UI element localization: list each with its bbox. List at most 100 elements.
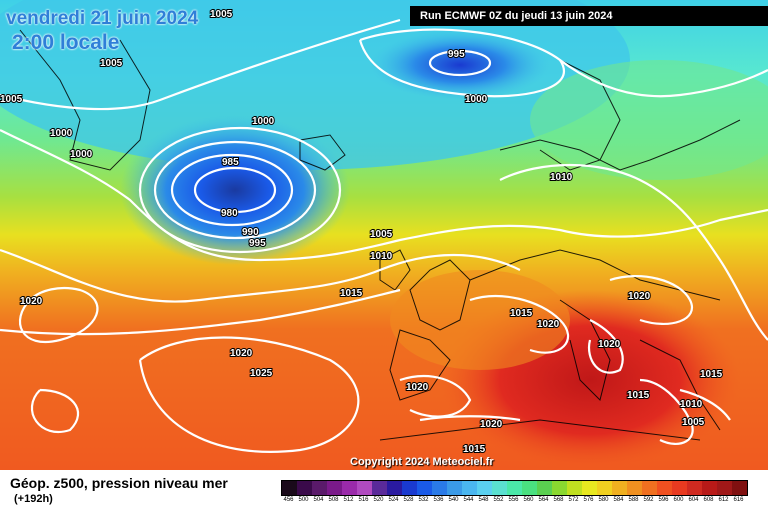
scale-label: 564	[538, 497, 549, 503]
isobar-label: 1005	[0, 94, 23, 105]
isobar-label: 1005	[210, 9, 233, 20]
scale-label: 536	[433, 497, 444, 503]
isobar-label: 1015	[700, 369, 723, 380]
isobar-label: 1020	[537, 319, 560, 330]
scale-label: 604	[688, 497, 699, 503]
scale-swatch	[327, 481, 342, 495]
scale-label: 508	[328, 497, 339, 503]
isobar-label: 995	[249, 238, 266, 249]
scale-swatch	[357, 481, 372, 495]
product-title: Géop. z500, pression niveau mer	[10, 475, 228, 491]
scale-label: 532	[418, 497, 429, 503]
isobar-label: 1015	[340, 288, 363, 299]
scale-label: 516	[358, 497, 369, 503]
isobar-label: 1015	[463, 444, 486, 455]
scale-label: 544	[463, 497, 474, 503]
scale-swatch	[702, 481, 717, 495]
scale-label: 540	[448, 497, 459, 503]
scale-swatch	[732, 481, 747, 495]
isobar-label: 1020	[480, 419, 503, 430]
isobar-label: 1000	[252, 116, 275, 127]
scale-label: 616	[733, 497, 744, 503]
scale-swatch	[417, 481, 432, 495]
scale-swatch	[642, 481, 657, 495]
scale-swatch	[342, 481, 357, 495]
scale-swatch	[462, 481, 477, 495]
isobar-label: 995	[448, 49, 465, 60]
scale-label: 500	[298, 497, 309, 503]
forecast-local-time: 2:00 locale	[12, 31, 120, 54]
scale-label: 560	[523, 497, 534, 503]
scale-swatch	[402, 481, 417, 495]
scale-swatch	[582, 481, 597, 495]
scale-label: 600	[673, 497, 684, 503]
copyright: Copyright 2024 Meteociel.fr	[350, 456, 494, 468]
isobar-label: 1005	[370, 229, 393, 240]
scale-label: 552	[493, 497, 504, 503]
scale-label: 572	[568, 497, 579, 503]
scale-swatch	[552, 481, 567, 495]
scale-swatch	[612, 481, 627, 495]
scale-swatch	[372, 481, 387, 495]
isobar-label: 1010	[370, 251, 393, 262]
scale-swatch	[297, 481, 312, 495]
scale-label: 548	[478, 497, 489, 503]
scale-swatch	[432, 481, 447, 495]
scale-label: 456	[283, 497, 294, 503]
isobar-label: 1010	[680, 399, 703, 410]
scale-label: 588	[628, 497, 639, 503]
scale-label: 520	[373, 497, 384, 503]
scale-swatch	[717, 481, 732, 495]
color-scale-labels: 456 500 504 508 512 516 520 524 528 532 536 540 544 5…	[281, 497, 746, 503]
color-scale	[281, 480, 748, 496]
scale-swatch	[627, 481, 642, 495]
scale-label: 596	[658, 497, 669, 503]
scale-label: 608	[703, 497, 714, 503]
isobar-label: 1020	[230, 348, 253, 359]
scale-label: 504	[313, 497, 324, 503]
isobar-label: 1005	[100, 58, 123, 69]
scale-swatch	[282, 481, 297, 495]
isobar-label: 1020	[628, 291, 651, 302]
isobar-label: 1020	[406, 382, 429, 393]
scale-label: 556	[508, 497, 519, 503]
scale-label: 580	[598, 497, 609, 503]
isobar-label: 1005	[682, 417, 705, 428]
scale-label: 612	[718, 497, 729, 503]
scale-swatch	[312, 481, 327, 495]
isobar-label: 1015	[510, 308, 533, 319]
scale-swatch	[507, 481, 522, 495]
isobar-label: 1020	[598, 339, 621, 350]
scale-label: 576	[583, 497, 594, 503]
isobar-label: 980	[221, 208, 238, 219]
scale-swatch	[447, 481, 462, 495]
scale-swatch	[387, 481, 402, 495]
geopotential-map: 1005 1005 1005 1000 1000 1000 995 985 98…	[0, 0, 768, 470]
scale-label: 568	[553, 497, 564, 503]
scale-swatch	[597, 481, 612, 495]
scale-swatch	[687, 481, 702, 495]
scale-label: 592	[643, 497, 654, 503]
isobar-label: 990	[242, 227, 259, 238]
scale-swatch	[492, 481, 507, 495]
scale-swatch	[567, 481, 582, 495]
isobar-label: 985	[222, 157, 239, 168]
scale-swatch	[657, 481, 672, 495]
scale-label: 584	[613, 497, 624, 503]
scale-label: 528	[403, 497, 414, 503]
isobar-label: 1000	[50, 128, 73, 139]
isobar-label: 1000	[465, 94, 488, 105]
forecast-date: vendredi 21 juin 2024	[6, 8, 199, 29]
scale-swatch	[537, 481, 552, 495]
scale-swatch	[672, 481, 687, 495]
scale-label: 524	[388, 497, 399, 503]
lead-time: (+192h)	[14, 493, 53, 505]
scale-swatch	[522, 481, 537, 495]
scale-swatch	[477, 481, 492, 495]
isobar-label: 1020	[20, 296, 43, 307]
model-run-banner: Run ECMWF 0Z du jeudi 13 juin 2024	[410, 6, 768, 26]
isobar-label: 1025	[250, 368, 273, 379]
legend-bar: Géop. z500, pression niveau mer (+192h) …	[0, 470, 768, 512]
scale-label: 512	[343, 497, 354, 503]
isobar-label: 1000	[70, 149, 93, 160]
